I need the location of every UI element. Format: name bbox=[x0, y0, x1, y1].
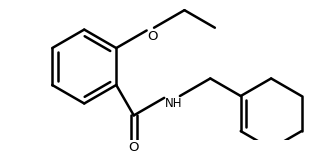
Text: O: O bbox=[148, 30, 158, 43]
Text: O: O bbox=[129, 141, 139, 152]
Text: NH: NH bbox=[165, 97, 183, 110]
